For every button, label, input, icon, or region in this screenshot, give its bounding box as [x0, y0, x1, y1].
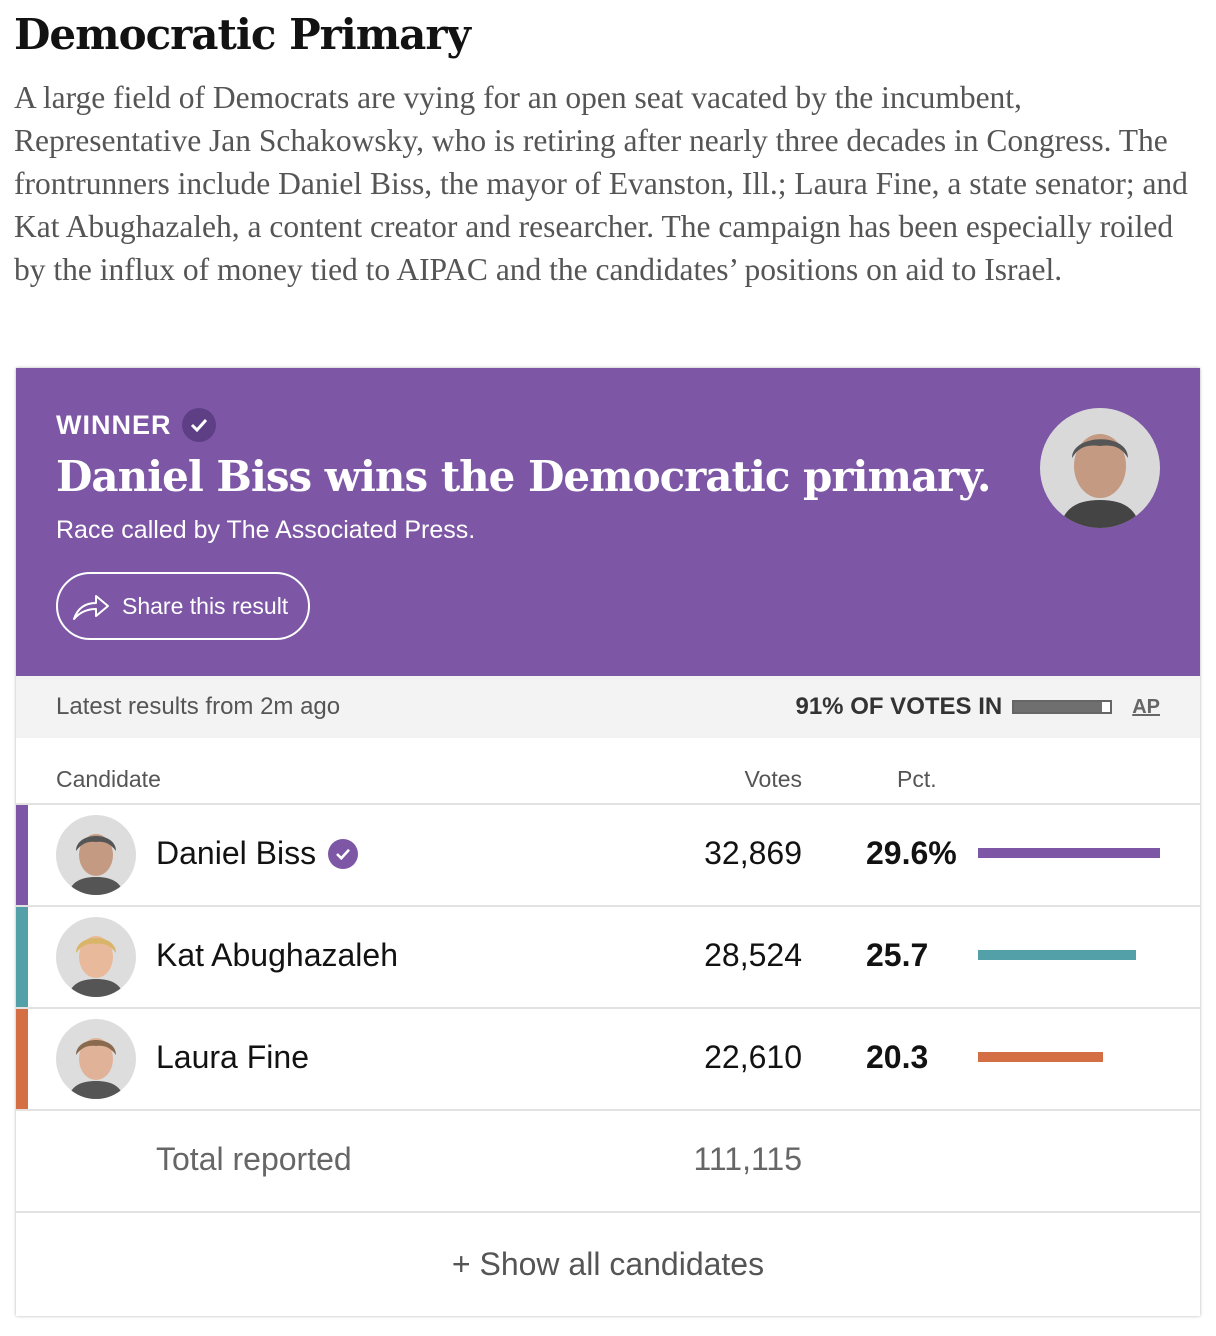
votes-in-progress: [1012, 700, 1113, 714]
total-votes: 111,115: [693, 1141, 802, 1177]
winner-label: WINNER: [56, 408, 216, 442]
results-card: WINNER Daniel Biss wins the Democratic p…: [16, 368, 1200, 1316]
candidate-votes: 28,524: [704, 937, 802, 973]
winner-avatar: [1040, 408, 1160, 528]
share-button[interactable]: Share this result: [56, 572, 310, 640]
show-all-candidates-button[interactable]: + Show all candidates: [451, 1246, 765, 1282]
votes-in-label: 91% OF VOTES IN: [795, 693, 1003, 720]
ap-source-link[interactable]: AP: [1132, 695, 1160, 718]
candidate-name: Daniel Biss: [156, 835, 317, 871]
candidate-name: Kat Abughazaleh: [156, 937, 398, 973]
latest-results-text: Latest results from 2m ago: [56, 693, 341, 720]
share-label: Share this result: [122, 592, 289, 619]
winner-banner: WINNER Daniel Biss wins the Democratic p…: [16, 368, 1200, 676]
table-header: Candidate Votes Pct.: [16, 738, 1200, 805]
candidate-pct: 25.7: [866, 937, 929, 973]
party-color-stripe: [16, 805, 28, 905]
candidate-name: Laura Fine: [156, 1039, 309, 1075]
candidate-avatar: [56, 917, 136, 997]
party-color-stripe: [16, 907, 28, 1007]
intro-text: A large field of Democrats are vying for…: [14, 80, 1188, 287]
winner-check-icon: [328, 838, 359, 869]
candidate-votes: 22,610: [704, 1039, 802, 1075]
header-votes: Votes: [744, 766, 802, 792]
candidate-votes: 32,869: [704, 835, 802, 871]
total-row: Total reported 111,115: [16, 1111, 1200, 1213]
progress-fill: [1014, 702, 1102, 712]
race-called-text: Race called by The Associated Press.: [56, 516, 476, 544]
total-label: Total reported: [156, 1141, 352, 1177]
winner-headline: Daniel Biss wins the Democratic primary.: [56, 452, 991, 501]
candidate-avatar: [56, 1019, 136, 1099]
pct-bar: [978, 950, 1137, 960]
pct-bar: [978, 848, 1160, 858]
candidate-avatar: [56, 815, 136, 895]
share-icon: [73, 595, 109, 620]
page-title: Democratic Primary: [14, 10, 471, 59]
pct-bar: [978, 1052, 1103, 1062]
results-status-bar: Latest results from 2m ago 91% OF VOTES …: [16, 676, 1200, 738]
check-icon: [181, 408, 216, 442]
winner-text: WINNER: [56, 409, 172, 440]
candidate-pct: 29.6%: [866, 835, 957, 871]
candidate-row: Laura Fine 22,610 20.3: [16, 1009, 1200, 1111]
candidate-row: Kat Abughazaleh 28,524 25.7: [16, 907, 1200, 1009]
candidate-row: Daniel Biss 32,869 29.6%: [16, 805, 1200, 907]
party-color-stripe: [16, 1009, 28, 1109]
candidate-pct: 20.3: [866, 1039, 929, 1075]
header-candidate: Candidate: [56, 766, 161, 792]
header-pct: Pct.: [897, 766, 937, 792]
